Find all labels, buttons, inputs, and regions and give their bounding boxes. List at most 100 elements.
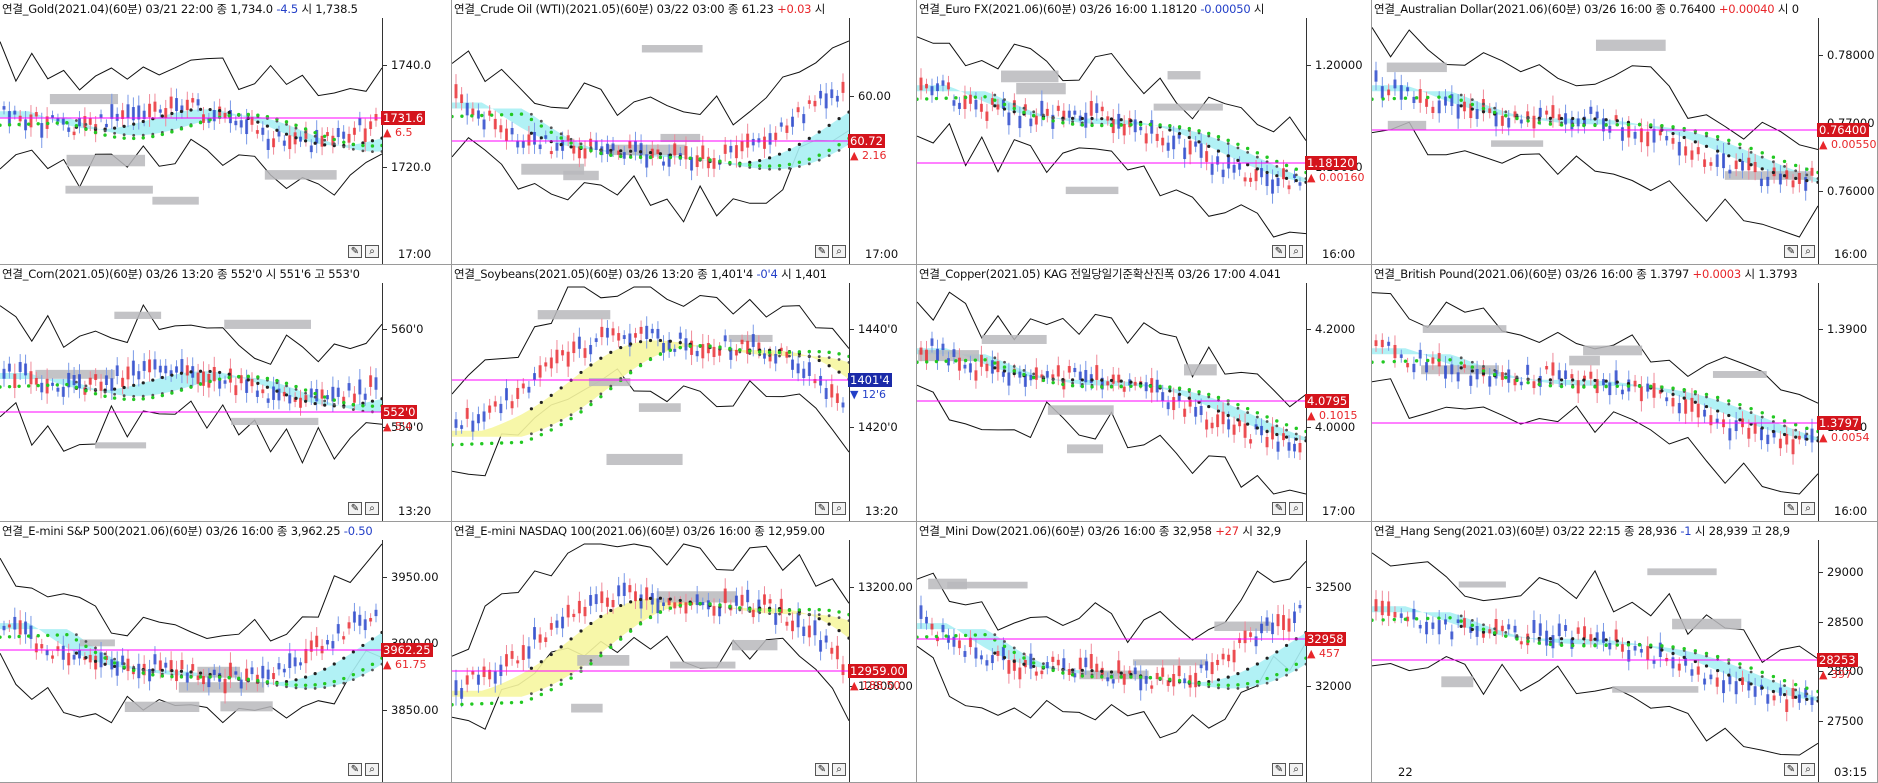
tick-label: 550'0	[391, 419, 424, 434]
chart-panel-gbp[interactable]: 연결_British Pound(2021.06)(60분) 03/26 16:…	[1372, 265, 1878, 522]
ma-dot-black	[1470, 107, 1474, 111]
ma-dot-green	[1070, 383, 1075, 388]
chart-panel-minidow[interactable]: 연결_Mini Dow(2021.06)(60분) 03/26 16:00 종 …	[917, 522, 1372, 783]
candle-body	[521, 645, 525, 660]
ma-dot-green	[36, 634, 40, 638]
edit-icon[interactable]: ✎	[815, 245, 829, 258]
candle-body	[2, 368, 6, 379]
chart-panel-aud[interactable]: 연결_Australian Dollar(2021.06)(60분) 03/26…	[1372, 0, 1878, 265]
chart-panel-eurofx[interactable]: 연결_Euro FX(2021.06)(60분) 03/26 16:00 1.1…	[917, 0, 1372, 265]
zoom-icon[interactable]: ⌕	[365, 502, 379, 515]
candle-body	[277, 388, 281, 401]
ma-dot-black	[198, 671, 203, 675]
chart-panel-corn[interactable]: 연결_Corn(2021.05)(60분) 03/26 13:20 종 552'…	[0, 265, 452, 522]
zoom-icon[interactable]: ⌕	[832, 245, 846, 258]
zoom-icon[interactable]: ⌕	[1289, 502, 1303, 515]
ma-dot-black	[1226, 675, 1230, 679]
candle-body	[1747, 427, 1751, 439]
candle-body	[1797, 435, 1801, 440]
ma-dot-green	[1070, 673, 1075, 677]
edit-icon[interactable]: ✎	[348, 502, 362, 515]
edit-icon[interactable]: ✎	[348, 245, 362, 258]
zoom-icon[interactable]: ⌕	[1801, 502, 1815, 515]
zoom-icon[interactable]: ⌕	[1289, 245, 1303, 258]
ma-dot-green	[1492, 110, 1497, 114]
ma-dot-green	[569, 676, 573, 680]
candle-body	[1804, 434, 1808, 441]
ma-dot-green	[480, 702, 484, 706]
candle-body	[148, 103, 152, 118]
edit-icon[interactable]: ✎	[348, 763, 362, 776]
price-pane[interactable]	[1372, 283, 1818, 498]
ma-dot-green	[529, 117, 534, 122]
edit-icon[interactable]: ✎	[1272, 763, 1286, 776]
edit-icon[interactable]: ✎	[1784, 245, 1798, 258]
price-pane[interactable]	[452, 18, 849, 241]
ma-dot-gray	[151, 132, 155, 136]
candle-body	[1444, 365, 1448, 379]
ma-dot-black	[380, 630, 382, 635]
candle-body	[617, 333, 621, 341]
candle-body	[1627, 125, 1631, 138]
price-pane[interactable]	[0, 18, 382, 241]
zoom-icon[interactable]: ⌕	[832, 502, 846, 515]
ma-dot-black	[1236, 158, 1240, 162]
ma-dot-black	[132, 383, 136, 387]
zoom-icon[interactable]: ⌕	[1801, 763, 1815, 776]
price-pane[interactable]	[452, 283, 849, 498]
ma-dot-gray	[1061, 380, 1065, 384]
edit-icon[interactable]: ✎	[1272, 502, 1286, 515]
ma-dot-gray	[1275, 678, 1279, 681]
zoom-icon[interactable]: ⌕	[1801, 245, 1815, 258]
price-pane[interactable]	[0, 540, 382, 759]
edit-icon[interactable]: ✎	[815, 502, 829, 515]
candle-body	[1728, 169, 1732, 174]
chart-panel-soybeans[interactable]: 연결_Soybeans(2021.05)(60분) 03/26 13:20 종 …	[452, 265, 917, 522]
zoom-icon[interactable]: ⌕	[365, 245, 379, 258]
chart-panel-hangseng[interactable]: 연결_Hang Seng(2021.03)(60분) 03/22 22:15 종…	[1372, 522, 1878, 783]
profile-box	[1387, 120, 1427, 131]
candle-body	[1122, 673, 1126, 685]
ma-dot-green	[1187, 388, 1191, 392]
candle-body	[34, 377, 38, 385]
profile-box	[1421, 365, 1500, 375]
ma-dot-gray	[1526, 636, 1530, 640]
price-pane[interactable]	[917, 18, 1306, 241]
close-price: 종 1.3797	[1636, 267, 1690, 281]
candle-body	[1023, 374, 1027, 387]
candle-body	[594, 140, 598, 150]
candle-body	[830, 384, 834, 398]
zoom-icon[interactable]: ⌕	[1289, 763, 1303, 776]
candle-body	[835, 393, 839, 403]
candle-body	[1166, 402, 1170, 410]
candle-body	[1703, 678, 1707, 685]
candle-body	[589, 595, 593, 606]
candle-body	[706, 156, 710, 169]
price-pane[interactable]	[1372, 18, 1818, 241]
candle-body	[774, 132, 778, 140]
candle-body	[1205, 661, 1209, 671]
ma-dot-green	[179, 388, 184, 392]
edit-icon[interactable]: ✎	[815, 763, 829, 776]
ma-dot-green	[1805, 686, 1809, 690]
tick-mark	[1306, 329, 1311, 331]
ma-dot-black	[1716, 668, 1720, 673]
chart-panel-crude[interactable]: 연결_Crude Oil (WTI)(2021.05)(60분) 03/22 0…	[452, 0, 917, 265]
zoom-icon[interactable]: ⌕	[832, 763, 846, 776]
price-pane[interactable]	[0, 283, 382, 498]
edit-icon[interactable]: ✎	[1272, 245, 1286, 258]
edit-icon[interactable]: ✎	[1784, 502, 1798, 515]
chart-panel-sp500[interactable]: 연결_E-mini S&P 500(2021.06)(60분) 03/26 16…	[0, 522, 452, 783]
chart-panel-nasdaq[interactable]: 연결_E-mini NASDAQ 100(2021.06)(60분) 03/26…	[452, 522, 917, 783]
ma-dot-green	[628, 371, 633, 375]
zoom-icon[interactable]: ⌕	[365, 763, 379, 776]
ma-dot-black	[1704, 144, 1709, 149]
price-pane[interactable]	[917, 283, 1306, 498]
edit-icon[interactable]: ✎	[1784, 763, 1798, 776]
candle-body	[718, 606, 722, 617]
price-pane[interactable]	[1372, 540, 1818, 759]
price-pane[interactable]	[452, 540, 849, 759]
chart-panel-copper[interactable]: 연결_Copper(2021.05) KAG 전일당일기준확산진폭 03/26 …	[917, 265, 1372, 522]
chart-panel-gold[interactable]: 연결_Gold(2021.04)(60분) 03/21 22:00 종 1,73…	[0, 0, 452, 265]
price-pane[interactable]	[917, 540, 1306, 759]
